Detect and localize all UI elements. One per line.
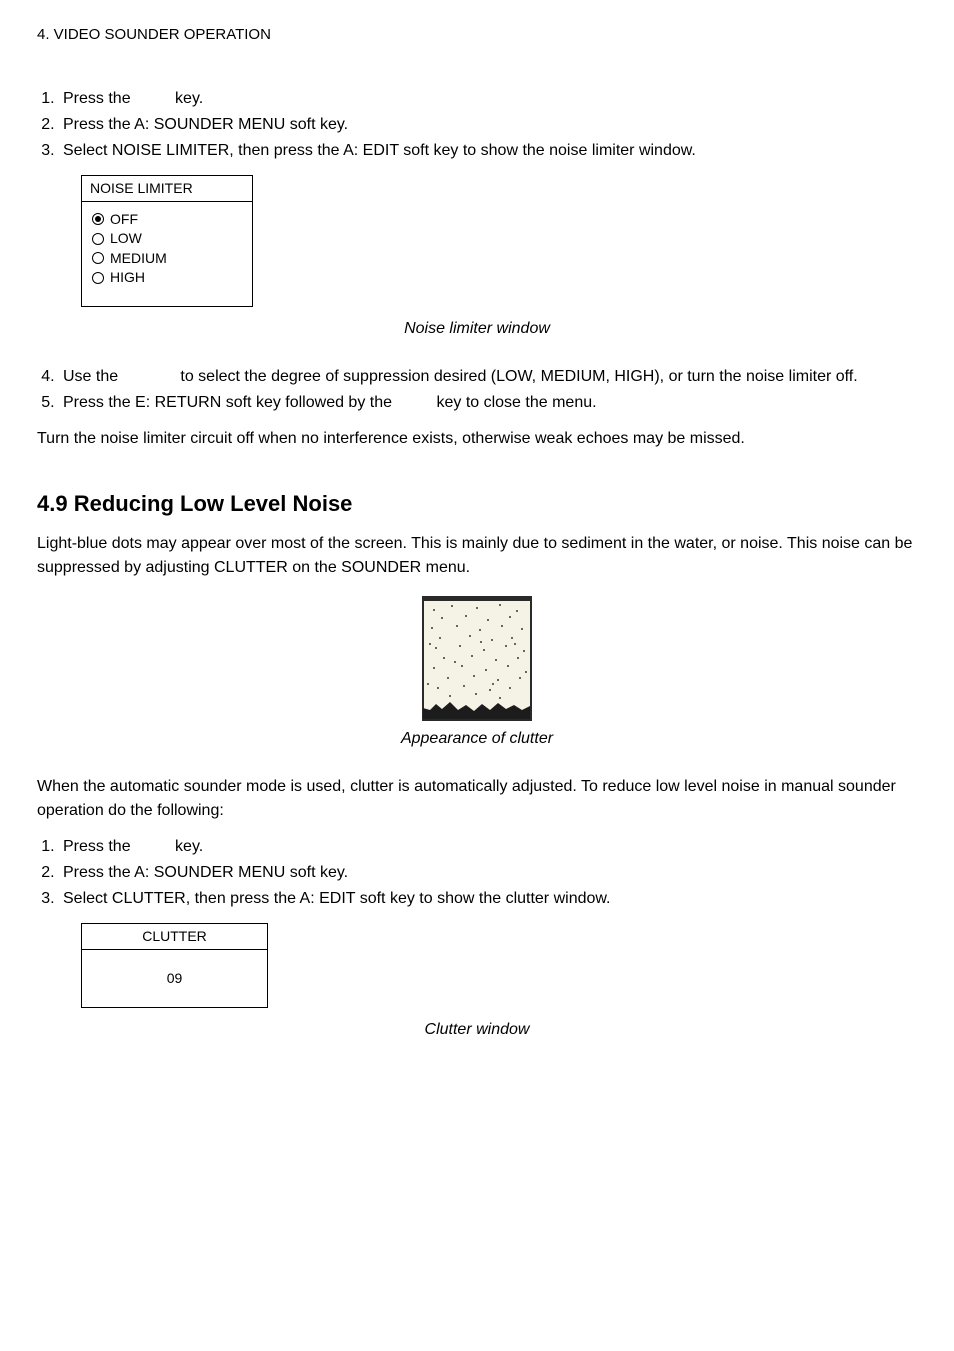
heading-4-9: 4.9 Reducing Low Level Noise xyxy=(37,487,917,520)
step-2b: Press the A: SOUNDER MENU soft key. xyxy=(59,861,917,885)
step-3a: Select NOISE LIMITER, then press the A: … xyxy=(59,139,917,163)
option-high: HIGH xyxy=(92,268,242,288)
option-medium: MEDIUM xyxy=(92,249,242,269)
option-off-label: OFF xyxy=(110,210,138,230)
steps-list-2: Press the key. Press the A: SOUNDER MENU… xyxy=(37,835,917,911)
radio-open-icon xyxy=(92,233,104,245)
option-low-label: LOW xyxy=(110,229,142,249)
figure-caption-clutter-window: Clutter window xyxy=(37,1018,917,1042)
steps-list-1: Press the key. Press the A: SOUNDER MENU… xyxy=(37,87,917,163)
radio-open-icon xyxy=(92,272,104,284)
radio-filled-icon xyxy=(92,213,104,225)
step-1b: Press the key. xyxy=(59,835,917,859)
step-1a: Press the key. xyxy=(59,87,917,111)
noise-limiter-title: NOISE LIMITER xyxy=(82,176,252,202)
noise-limiter-box: NOISE LIMITER OFF LOW MEDIUM HIGH xyxy=(81,175,253,307)
step-3b: Select CLUTTER, then press the A: EDIT s… xyxy=(59,887,917,911)
paragraph-clutter-intro: Light-blue dots may appear over most of … xyxy=(37,532,917,580)
clutter-box-value: 09 xyxy=(82,950,267,1007)
radio-open-icon xyxy=(92,252,104,264)
noise-limiter-body: OFF LOW MEDIUM HIGH xyxy=(82,202,252,306)
option-low: LOW xyxy=(92,229,242,249)
option-high-label: HIGH xyxy=(110,268,145,288)
option-medium-label: MEDIUM xyxy=(110,249,167,269)
step-5a: Press the E: RETURN soft key followed by… xyxy=(59,391,917,415)
figure-caption-noise: Noise limiter window xyxy=(37,317,917,341)
clutter-figure xyxy=(422,596,532,721)
figure-caption-clutter: Appearance of clutter xyxy=(37,727,917,751)
option-off: OFF xyxy=(92,210,242,230)
clutter-box-title: CLUTTER xyxy=(82,924,267,950)
clutter-box: CLUTTER 09 xyxy=(81,923,268,1008)
steps-list-1b: Use the to select the degree of suppress… xyxy=(37,365,917,415)
paragraph-noise-off: Turn the noise limiter circuit off when … xyxy=(37,427,917,451)
step-4a: Use the to select the degree of suppress… xyxy=(59,365,917,389)
step-2a: Press the A: SOUNDER MENU soft key. xyxy=(59,113,917,137)
paragraph-clutter-mode: When the automatic sounder mode is used,… xyxy=(37,775,917,823)
section-header: 4. VIDEO SOUNDER OPERATION xyxy=(37,24,917,47)
